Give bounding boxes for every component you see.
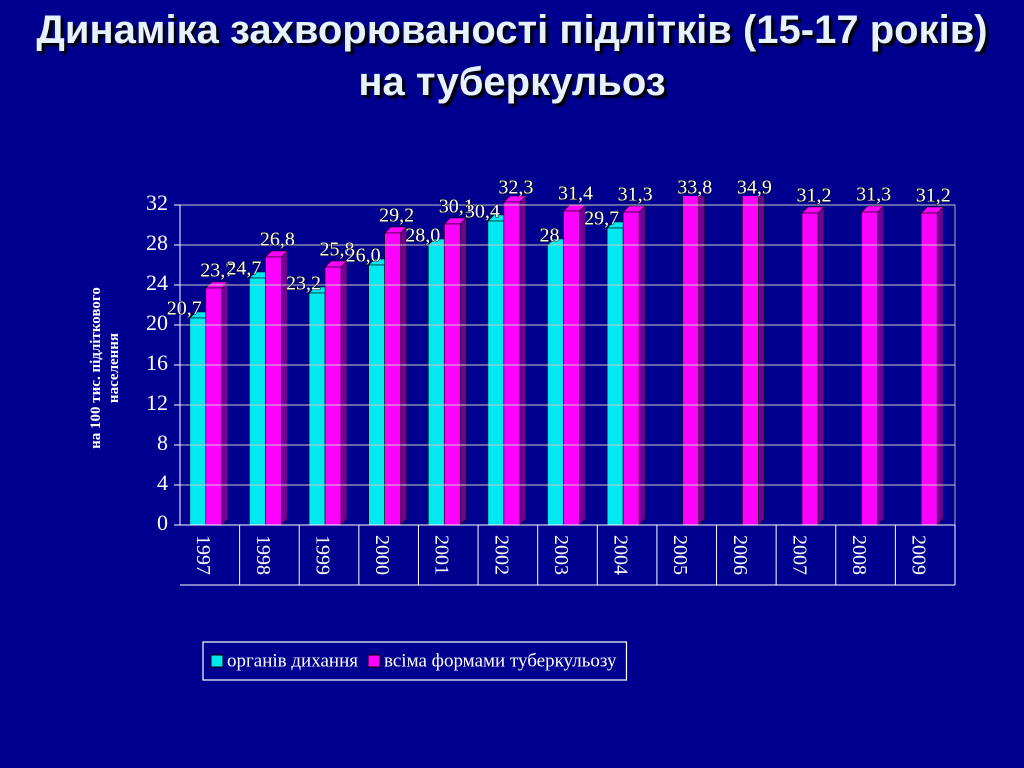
legend: органів дихання всіма формами туберкульоз… [202, 641, 628, 681]
data-label: 28,0 [405, 225, 440, 247]
x-tick-label: 2009 [908, 535, 930, 575]
data-label: 32,3 [498, 177, 533, 199]
chart-title: Динаміка захворюваності підлітків (15-17… [36, 8, 988, 104]
data-label: 30,4 [465, 201, 500, 223]
bar [622, 211, 640, 526]
legend-label: органів дихання [227, 650, 358, 671]
bar [547, 244, 564, 526]
bar [368, 264, 385, 526]
y-tick-label: 8 [157, 430, 168, 455]
x-tick-label: 2008 [848, 535, 870, 575]
y-tick-label: 0 [157, 510, 168, 535]
y-tick-label: 12 [146, 390, 168, 415]
x-tick-label: 1998 [252, 535, 274, 575]
plot-area [179, 170, 956, 526]
bar [384, 232, 401, 526]
x-tick-label: 2002 [490, 535, 512, 575]
bar [861, 211, 878, 526]
bar-side [758, 196, 765, 526]
x-tick-label: 2000 [371, 535, 393, 575]
data-label: 31,2 [916, 185, 951, 207]
data-label: 23,7 [200, 260, 235, 282]
bar [487, 220, 505, 526]
bar [427, 244, 445, 526]
legend-box [202, 641, 628, 681]
y-tick-label: 4 [157, 470, 168, 495]
data-label: 24,7 [226, 258, 261, 280]
y-tick-label: 28 [146, 230, 168, 255]
bar [682, 196, 700, 526]
data-label: 26,8 [260, 229, 295, 251]
y-tick-label: 16 [146, 350, 168, 375]
bar [503, 201, 521, 526]
x-tick-label: 2004 [610, 535, 632, 575]
data-label: 31,4 [558, 183, 593, 205]
bar-side [221, 281, 229, 526]
bar [189, 317, 207, 526]
bar-top [742, 170, 764, 176]
x-tick-label: 2001 [431, 535, 453, 575]
bar-side [400, 226, 407, 526]
y-tick-label: 32 [146, 190, 168, 215]
bar-side [936, 206, 944, 526]
x-tick-label: 2003 [550, 535, 572, 575]
data-label: 29,2 [379, 205, 414, 227]
x-tick-label: 2005 [669, 535, 691, 575]
legend-label: всіма формами туберкульозу [384, 650, 617, 671]
bar [324, 266, 342, 526]
bar [920, 212, 938, 526]
bar-side [459, 217, 467, 526]
data-label: 20,7 [167, 298, 202, 320]
data-label: 23,2 [286, 273, 321, 295]
data-label: 31,3 [618, 184, 653, 206]
bar-side [817, 206, 825, 526]
data-label: 34,9 [737, 177, 772, 199]
x-tick-label: 2006 [729, 535, 751, 575]
bar [563, 210, 580, 526]
bar-side [698, 196, 706, 526]
legend-swatch [210, 654, 224, 668]
x-tick-label: 1999 [311, 535, 333, 575]
data-label: 31,3 [856, 184, 891, 206]
data-label: 25,8 [320, 239, 355, 261]
data-label: 26,0 [346, 245, 381, 267]
data-label: 29,7 [584, 208, 619, 230]
bar [443, 223, 461, 526]
bar [205, 287, 223, 526]
bar [308, 292, 326, 526]
x-tick-label: 2007 [788, 535, 810, 575]
data-label: 30,1 [439, 196, 474, 218]
data-label: 28 [540, 225, 560, 247]
bar [742, 196, 759, 526]
x-tick-label: 1997 [192, 535, 214, 575]
bar [249, 277, 266, 526]
bar [801, 212, 819, 526]
data-label: 31,2 [796, 185, 831, 207]
bar [606, 227, 624, 526]
y-tick-label: 20 [146, 310, 168, 335]
data-label: 33,8 [677, 177, 712, 199]
legend-swatch [367, 654, 381, 668]
y-tick-label: 24 [146, 270, 168, 295]
